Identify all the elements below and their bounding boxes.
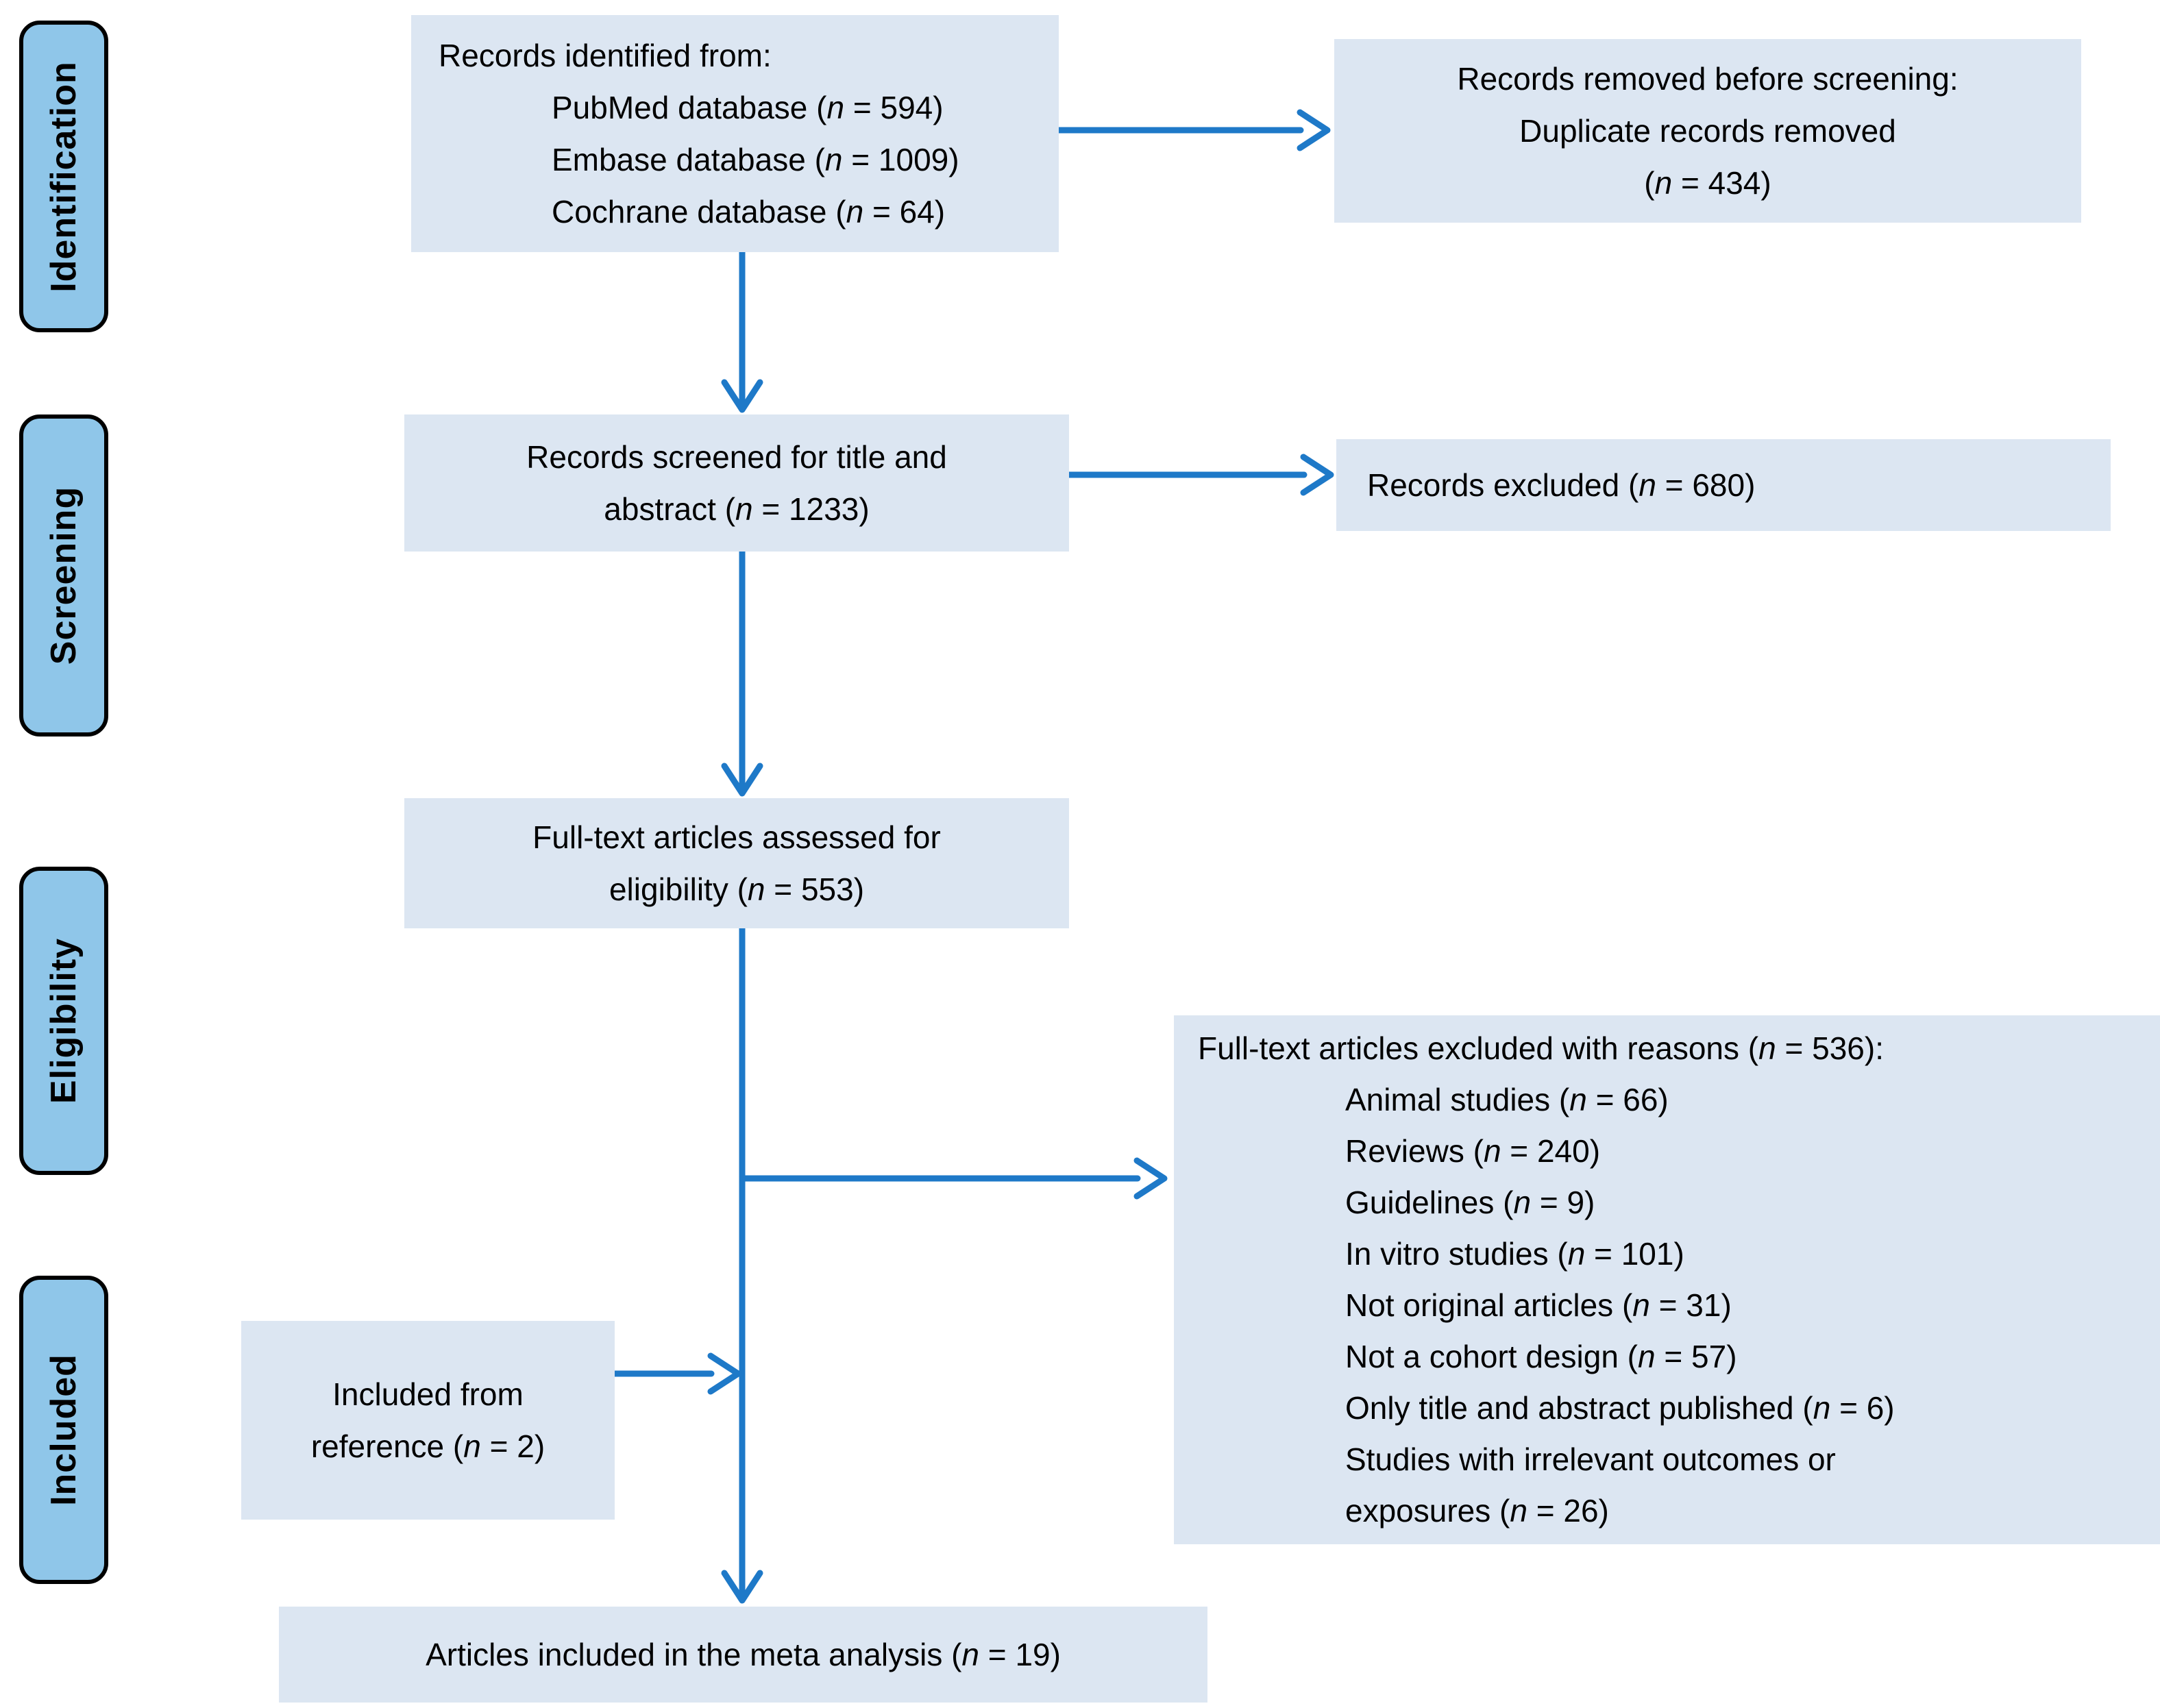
- fulltext-assessed-line: Full-text articles assessed for: [532, 819, 941, 855]
- fulltext-excluded-reason: Only title and abstract published (n = 6…: [1345, 1390, 1895, 1426]
- fulltext-excluded-title: Full-text articles excluded with reasons…: [1198, 1030, 1884, 1066]
- records-identified-line: PubMed database (n = 594): [552, 90, 944, 125]
- records-screened-line: abstract (n = 1233): [604, 491, 870, 527]
- records-removed-line: (n = 434): [1644, 165, 1771, 201]
- meta-analysis-included-text: Articles included in the meta analysis (…: [426, 1637, 1061, 1672]
- arrow-fulltext-to-included-head: [721, 1570, 763, 1604]
- arrow-identified-to-removed-head: [1297, 109, 1331, 151]
- stage-screening: Screening: [19, 414, 108, 737]
- fulltext-excluded-reason: Animal studies (n = 66): [1345, 1082, 1669, 1117]
- records-excluded-box: Records excluded (n = 680): [1336, 439, 2111, 531]
- stage-included-label: Included: [44, 1354, 84, 1506]
- meta-analysis-included-box: Articles included in the meta analysis (…: [279, 1607, 1207, 1703]
- arrow-identified-to-screened-head: [721, 379, 763, 413]
- fulltext-excluded-reason: Reviews (n = 240): [1345, 1133, 1601, 1169]
- records-removed-line: Duplicate records removed: [1519, 113, 1896, 149]
- included-from-reference-line: reference (n = 2): [310, 1428, 545, 1464]
- records-screened-box: Records screened for title and abstract …: [404, 414, 1069, 552]
- arrow-branch-to-fulltext-excluded-head: [1133, 1157, 1168, 1200]
- fulltext-excluded-reason: Guidelines (n = 9): [1345, 1185, 1595, 1220]
- records-excluded-text: Records excluded (n = 680): [1367, 467, 1756, 503]
- stage-identification: Identification: [19, 21, 108, 332]
- stage-identification-label: Identification: [44, 60, 84, 293]
- records-identified-line: Records identified from:: [439, 38, 772, 73]
- included-from-reference-line: Included from: [332, 1376, 524, 1412]
- fulltext-excluded-reason: Not a cohort design (n = 57): [1345, 1339, 1737, 1374]
- stage-eligibility: Eligibility: [19, 867, 108, 1175]
- fulltext-assessed-line: eligibility (n = 553): [609, 871, 865, 907]
- fulltext-assessed-box: Full-text articles assessed for eligibil…: [404, 798, 1069, 928]
- stage-screening-label: Screening: [44, 486, 84, 665]
- records-identified-box: Records identified from: PubMed database…: [411, 15, 1059, 252]
- fulltext-excluded-reason: Studies with irrelevant outcomes or: [1345, 1441, 1836, 1477]
- records-removed-line: Records removed before screening:: [1457, 61, 1959, 97]
- arrow-screened-to-fulltext-head: [721, 763, 763, 797]
- stage-eligibility-label: Eligibility: [44, 937, 84, 1104]
- stage-included: Included: [19, 1276, 108, 1584]
- fulltext-excluded-reason: Not original articles (n = 31): [1345, 1287, 1732, 1323]
- records-identified-line: Embase database (n = 1009): [552, 142, 959, 177]
- included-from-reference-box: Included from reference (n = 2): [241, 1321, 615, 1520]
- records-removed-box: Records removed before screening: Duplic…: [1334, 39, 2081, 223]
- records-identified-line: Cochrane database (n = 64): [552, 194, 946, 230]
- arrow-screened-to-excluded-head: [1300, 454, 1334, 496]
- fulltext-excluded-box: Full-text articles excluded with reasons…: [1174, 1015, 2160, 1544]
- arrow-reference-to-flow-head: [707, 1352, 741, 1395]
- fulltext-excluded-reason: exposures (n = 26): [1345, 1493, 1609, 1528]
- fulltext-excluded-reason: In vitro studies (n = 101): [1345, 1236, 1684, 1272]
- records-screened-line: Records screened for title and: [526, 439, 947, 475]
